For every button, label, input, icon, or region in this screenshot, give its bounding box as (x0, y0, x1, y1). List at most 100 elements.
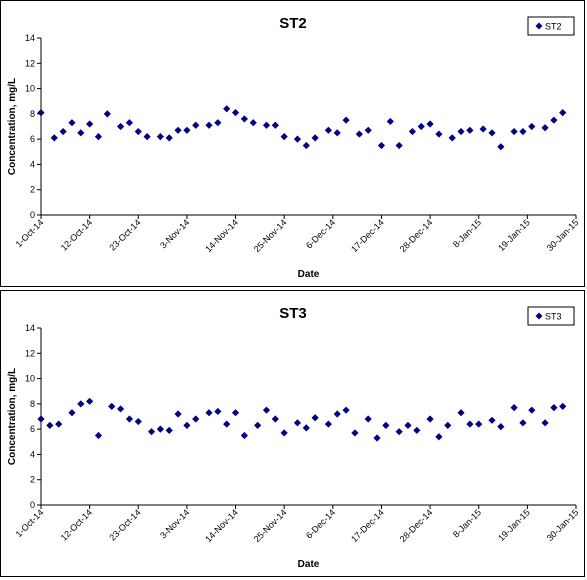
x-tick-label: 28-Dec-14 (398, 217, 435, 254)
data-point (311, 134, 319, 142)
data-point (271, 121, 279, 129)
data-point (165, 134, 173, 142)
data-point (466, 126, 474, 134)
y-tick-label: 8 (30, 109, 35, 119)
data-point (395, 428, 403, 436)
chart-title: ST2 (279, 15, 307, 32)
x-tick-label: 1-Oct-14 (14, 507, 46, 539)
data-point (342, 406, 350, 414)
data-point (311, 414, 319, 422)
y-axis-label: Concentration, mg/L (7, 368, 18, 465)
data-point (466, 420, 474, 428)
data-point (519, 127, 527, 136)
x-tick-label: 1-Oct-14 (14, 217, 46, 249)
y-tick-label: 12 (25, 348, 35, 358)
data-point (59, 127, 67, 136)
x-tick-label: 3-Nov-14 (158, 507, 191, 540)
data-point (214, 119, 222, 127)
data-point (302, 424, 310, 432)
data-point (475, 420, 483, 428)
data-point (271, 415, 279, 423)
data-point (165, 426, 173, 435)
data-point (426, 415, 434, 423)
data-point (342, 116, 350, 124)
data-point (116, 405, 125, 413)
x-tick-label: 28-Dec-14 (398, 507, 435, 544)
data-point (550, 116, 558, 124)
data-point (417, 122, 425, 131)
y-tick-label: 4 (30, 449, 35, 459)
data-point (231, 108, 240, 117)
data-point (192, 415, 200, 423)
data-point (223, 420, 231, 428)
data-point (68, 409, 76, 417)
legend: ST2 (527, 16, 575, 36)
y-tick-label: 6 (30, 134, 35, 144)
data-point (479, 125, 487, 133)
data-point (55, 420, 63, 428)
data-point (183, 421, 191, 429)
data-point (147, 428, 156, 436)
data-point (488, 129, 496, 137)
data-point (413, 426, 421, 435)
data-point (134, 417, 142, 426)
data-point (249, 119, 257, 127)
data-point (192, 121, 200, 129)
data-point (231, 409, 240, 417)
data-point (37, 108, 45, 117)
data-point (302, 141, 310, 150)
data-point (240, 431, 248, 440)
data-point (86, 120, 94, 128)
data-point (280, 429, 288, 437)
data-point (351, 429, 359, 437)
data-point (559, 402, 567, 410)
data-point (333, 129, 341, 137)
legend-marker (535, 22, 543, 30)
data-point (386, 117, 394, 126)
data-point (528, 406, 536, 414)
x-tick-label: 17-Dec-14 (349, 507, 386, 544)
legend-entry: ST3 (545, 312, 562, 322)
y-tick-label: 10 (25, 84, 35, 94)
data-point (68, 119, 76, 127)
y-tick-label: 6 (30, 424, 35, 434)
data-point (364, 415, 372, 423)
data-point (86, 397, 94, 405)
data-point (510, 127, 518, 136)
x-tick-label: 25-Nov-14 (252, 507, 289, 544)
data-point (355, 130, 363, 138)
y-tick-label: 2 (30, 475, 35, 485)
y-tick-label: 10 (25, 374, 35, 384)
data-point (444, 421, 452, 429)
data-point (240, 115, 248, 123)
data-point (541, 419, 549, 427)
data-point (77, 129, 85, 137)
x-tick-label: 12-Oct-14 (59, 507, 94, 542)
data-point (50, 134, 58, 142)
x-tick-label: 19-Jan-15 (496, 217, 532, 253)
x-tick-label: 17-Dec-14 (349, 217, 386, 254)
legend: ST3 (527, 306, 575, 326)
data-point (125, 415, 134, 423)
x-tick-label: 23-Oct-14 (107, 507, 142, 542)
y-tick-label: 4 (30, 159, 35, 169)
data-point (377, 141, 386, 150)
data-point (364, 126, 372, 134)
data-point (382, 421, 390, 429)
y-tick-label: 0 (30, 210, 35, 220)
x-tick-label: 12-Oct-14 (59, 217, 94, 252)
data-point (143, 133, 151, 141)
data-point (457, 409, 465, 417)
data-point (448, 134, 456, 142)
data-point (550, 404, 558, 412)
legend-box (527, 306, 575, 326)
data-point (324, 126, 332, 134)
data-point (205, 409, 213, 417)
data-point (541, 124, 549, 132)
x-tick-label: 23-Oct-14 (107, 217, 142, 252)
data-point (262, 121, 271, 129)
data-point (116, 122, 125, 131)
data-point (156, 425, 164, 433)
data-point (457, 127, 465, 136)
x-tick-label: 19-Jan-15 (496, 507, 532, 543)
